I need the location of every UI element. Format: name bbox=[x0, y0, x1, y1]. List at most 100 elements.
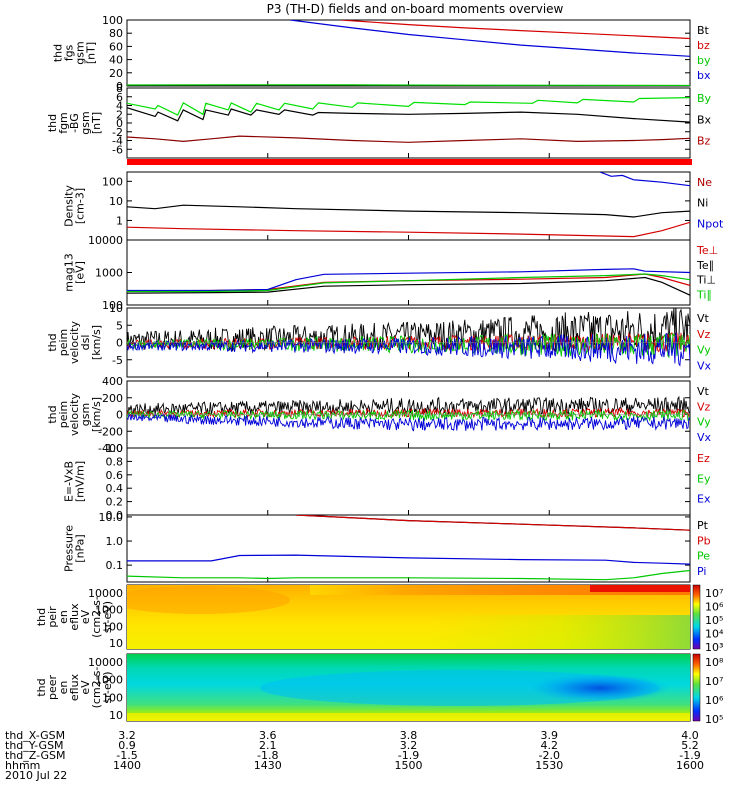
y-axis-label: (cm2-s- bbox=[90, 667, 103, 709]
colorbars bbox=[692, 584, 701, 722]
y-tick-label: 100 bbox=[102, 299, 123, 312]
y-axis-label: [nPa] bbox=[74, 534, 87, 562]
y-tick-label: 10.0 bbox=[99, 511, 124, 524]
series-by bbox=[127, 84, 690, 86]
y-axis-label: [km/s] bbox=[90, 397, 103, 432]
legend-ez: Ez bbox=[697, 452, 710, 465]
panel-frame bbox=[126, 19, 691, 87]
panel-temp: 10000 1000 100 mag13[eV] Te⊥ Te∥ Ti⊥Ti∥ bbox=[63, 234, 719, 312]
y-axis-label: velocity bbox=[68, 393, 81, 436]
y-tick-label: -5 bbox=[112, 354, 123, 367]
y-tick-label: -200 bbox=[98, 425, 123, 438]
y-tick-label: 1 bbox=[116, 214, 123, 227]
legend-ni: Ni bbox=[697, 197, 708, 210]
y-axis-label: E=-VxB bbox=[63, 461, 76, 502]
y-tick-label: 0.2 bbox=[106, 496, 124, 509]
y-tick-label: 100 bbox=[102, 14, 123, 27]
y-axis-label: en bbox=[57, 681, 70, 695]
colorbar-tick-label: 10⁸ bbox=[705, 656, 724, 669]
y-axis-label: peim bbox=[57, 329, 70, 357]
y-tick-label: 0.4 bbox=[106, 482, 124, 495]
y-tick-label: 100 bbox=[102, 691, 123, 704]
y-tick-label: 0.0 bbox=[106, 509, 124, 522]
legend-npot: Npot bbox=[697, 217, 724, 230]
y-axis-label: thd bbox=[35, 678, 48, 696]
y-axis-label: gsm bbox=[79, 403, 92, 426]
x-row-value: 0.9 bbox=[118, 739, 136, 752]
legend-te: Te∥ bbox=[696, 259, 714, 272]
y-tick-label: 1000 bbox=[95, 604, 123, 617]
x-row-value: 4.0 bbox=[681, 729, 699, 742]
y-axis-label: eflux bbox=[68, 673, 81, 701]
y-tick-label: 1000 bbox=[95, 267, 123, 280]
y-axis-label: gsm bbox=[79, 111, 92, 134]
y-tick-label: 10 bbox=[109, 637, 123, 650]
y-tick-label: 0 bbox=[116, 80, 123, 93]
series-bz bbox=[340, 20, 690, 40]
y-axis-label: peer bbox=[46, 675, 59, 701]
panel-frame bbox=[126, 239, 691, 306]
y-tick-label: 0 bbox=[116, 337, 123, 350]
panel-density: 100 10 1 Density[cm-3] Ne Ni Npot bbox=[63, 171, 724, 241]
heatmap-peir-green-fade bbox=[430, 615, 690, 649]
series-bz bbox=[127, 135, 690, 143]
series-ti bbox=[127, 273, 690, 293]
y-axis-label: sr-eV) bbox=[101, 601, 114, 633]
x-row-value: -1.8 bbox=[257, 749, 278, 762]
y-axis-label: mag13 bbox=[63, 253, 76, 291]
colorbar-tick-label: 10⁷ bbox=[705, 675, 723, 688]
x-row-value: -2.0 bbox=[539, 749, 560, 762]
legend-pt: Pt bbox=[697, 519, 709, 532]
legend-pb: Pb bbox=[697, 534, 711, 547]
series-vz bbox=[127, 407, 690, 419]
series-vy bbox=[127, 408, 690, 423]
y-tick-label: 10 bbox=[109, 302, 123, 315]
series-bx bbox=[290, 20, 690, 57]
legend-pe: Pe bbox=[697, 550, 710, 563]
x-row-value: 3.2 bbox=[400, 739, 418, 752]
y-tick-label: 10 bbox=[109, 195, 123, 208]
y-tick-label: 80 bbox=[109, 27, 123, 40]
y-tick-label: 100 bbox=[102, 620, 123, 633]
y-axis-label: [nT] bbox=[85, 42, 98, 64]
legend-ey: Ey bbox=[697, 472, 711, 485]
heatmap-peir-top-band bbox=[590, 585, 690, 592]
y-tick-label: 0.1 bbox=[106, 559, 124, 572]
series-ti bbox=[127, 268, 690, 292]
series-ni bbox=[127, 204, 690, 218]
panel-frame bbox=[126, 87, 691, 159]
panel-peir: 10000 1000 100 10 thdpeirenefluxeV(cm2-s-sr-… bbox=[35, 587, 691, 650]
y-axis-label: fgm bbox=[57, 112, 70, 134]
x-row-value: -1.9 bbox=[679, 749, 700, 762]
y-axis-label: Density bbox=[63, 185, 76, 227]
y-axis-label: eV bbox=[79, 680, 92, 695]
legend-vt: Vt bbox=[697, 385, 710, 398]
y-axis-label: [mV/m] bbox=[74, 461, 87, 502]
panels-layer: 100806040200thdfgsgsm[nT]Btbzbybx86420-2… bbox=[35, 14, 724, 722]
x-row-label: thd_Z-GSM bbox=[5, 749, 65, 762]
y-tick-label: 10000 bbox=[88, 656, 123, 669]
x-row-value: 1400 bbox=[113, 759, 141, 772]
legend-vy: Vy bbox=[697, 344, 711, 357]
y-tick-label: 6 bbox=[116, 91, 123, 104]
legend-vz: Vz bbox=[697, 328, 711, 341]
series-ne bbox=[127, 221, 690, 238]
legend-by: By bbox=[697, 92, 712, 105]
colorbar-tick-label: 10³ bbox=[705, 641, 723, 654]
legend-ti: Ti⊥ bbox=[696, 274, 716, 287]
plot-title: P3 (TH-D) fields and on-board moments ov… bbox=[267, 2, 564, 16]
y-tick-label: 200 bbox=[102, 392, 123, 405]
y-tick-label: 8 bbox=[116, 82, 123, 95]
heatmap-peer bbox=[127, 654, 690, 721]
legend-vt: Vt bbox=[697, 312, 710, 325]
panel-frame bbox=[126, 447, 691, 516]
y-axis-label: [nT] bbox=[90, 112, 103, 134]
y-tick-label: 40 bbox=[109, 54, 123, 67]
x-row-value: -1.5 bbox=[116, 749, 137, 762]
y-tick-label: 60 bbox=[109, 40, 123, 53]
x-row-value: 1430 bbox=[254, 759, 282, 772]
